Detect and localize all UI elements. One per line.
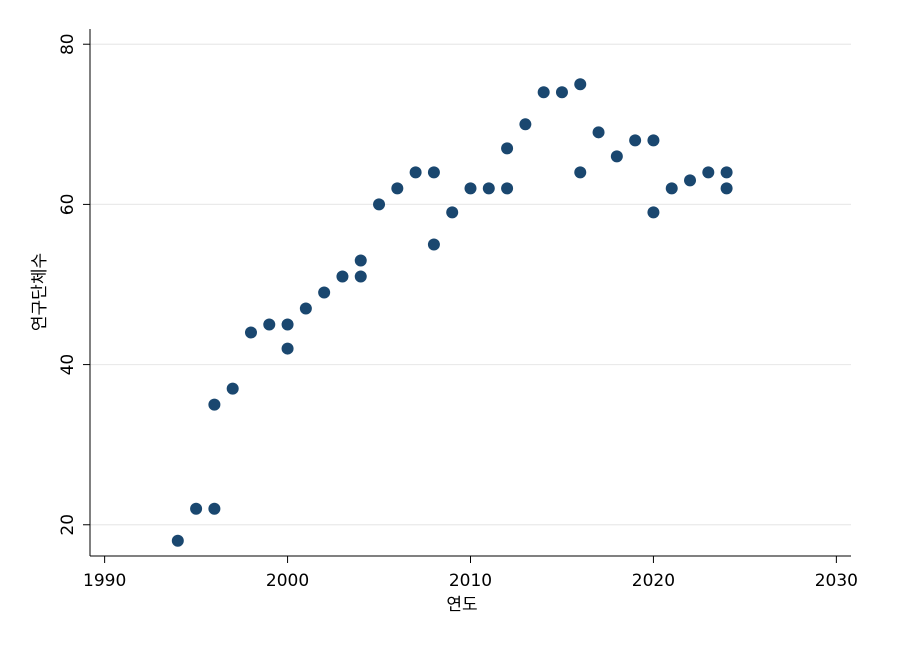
point bbox=[281, 342, 294, 355]
y-tick-label: 60 bbox=[58, 194, 78, 216]
point bbox=[555, 86, 568, 99]
point bbox=[446, 206, 459, 219]
point bbox=[537, 86, 550, 99]
point bbox=[720, 166, 733, 179]
x-tick-label: 2030 bbox=[815, 571, 858, 591]
x-axis-title: 연도 bbox=[446, 595, 477, 615]
point bbox=[684, 174, 697, 187]
point bbox=[409, 166, 422, 179]
point bbox=[501, 182, 514, 195]
point bbox=[574, 166, 587, 179]
x-tick-label: 2020 bbox=[632, 571, 675, 591]
point bbox=[519, 118, 532, 131]
x-tick-label: 1990 bbox=[83, 571, 126, 591]
point bbox=[299, 302, 312, 315]
point bbox=[391, 182, 404, 195]
point bbox=[208, 502, 221, 515]
point bbox=[281, 318, 294, 331]
point bbox=[647, 134, 660, 147]
point bbox=[501, 142, 514, 155]
point bbox=[354, 270, 367, 283]
point bbox=[482, 182, 495, 195]
point bbox=[720, 182, 733, 195]
point bbox=[464, 182, 477, 195]
point bbox=[702, 166, 715, 179]
point bbox=[427, 166, 440, 179]
point bbox=[574, 78, 587, 91]
point bbox=[610, 150, 623, 163]
point bbox=[190, 502, 203, 515]
y-tick-label: 80 bbox=[58, 33, 78, 55]
y-tick-label: 20 bbox=[58, 514, 78, 536]
point bbox=[354, 254, 367, 267]
point bbox=[592, 126, 605, 139]
point bbox=[226, 382, 239, 395]
y-tick-label: 40 bbox=[58, 354, 78, 376]
point bbox=[647, 206, 660, 219]
x-tick-label: 2010 bbox=[449, 571, 492, 591]
point bbox=[629, 134, 642, 147]
point bbox=[208, 398, 221, 411]
x-tick-label: 2000 bbox=[266, 571, 309, 591]
point bbox=[336, 270, 349, 283]
y-axis-title: 연구단체수 bbox=[30, 253, 50, 331]
point bbox=[665, 182, 678, 195]
point bbox=[373, 198, 386, 211]
point bbox=[244, 326, 257, 339]
point bbox=[171, 534, 184, 547]
point bbox=[263, 318, 276, 331]
point bbox=[427, 238, 440, 251]
point bbox=[318, 286, 331, 299]
